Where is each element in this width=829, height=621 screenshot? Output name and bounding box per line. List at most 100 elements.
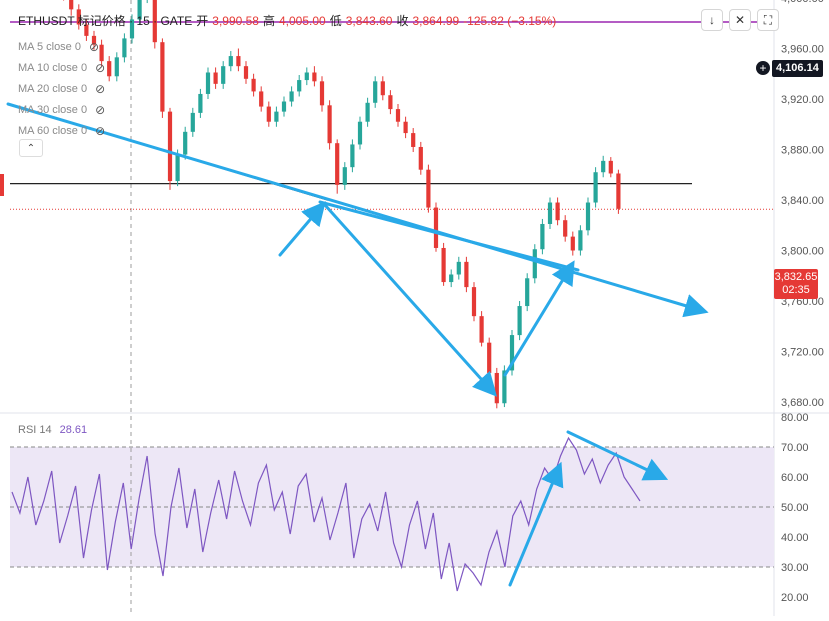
candle-body [456,261,461,275]
ma-legend-row[interactable]: MA 5 close 0 ⊘ [18,36,105,57]
ma-legend-row[interactable]: MA 60 close 0 ⊘ [18,120,105,141]
rsi-line [11,436,641,592]
candle-body [487,342,492,373]
open-value: 3,990.58 [212,13,259,28]
candle-body [433,207,439,248]
candle-body [464,261,469,288]
close-icon[interactable]: ✕ [729,9,751,31]
rsi-tick-label: 30.00 [781,562,809,574]
downswing-arrow [323,203,498,397]
candle-body [152,0,157,43]
downtrend-line-arrow [6,102,709,318]
price-tick-label: 3,720.00 [781,347,824,359]
open-label: 开 [196,14,209,28]
candle-body [137,0,142,20]
candle-body [243,66,249,79]
price-tick-label: 3,880.00 [781,145,824,157]
candle-body [84,24,89,36]
candle-body [471,287,477,317]
candle-body [304,72,309,81]
rsi-divergence-arrow [566,430,669,481]
candle-body [365,102,370,122]
plus-icon[interactable]: + [756,61,770,75]
candle-body [509,335,515,371]
candle-body [403,121,408,134]
candle-body [616,173,621,209]
current-price-tag: 3,832.65 02:35 [774,269,818,299]
candle-body [122,38,127,58]
candle-body [221,66,226,84]
candle-body [373,81,378,103]
ma-legend-label: MA 60 close 0 [18,124,88,137]
candle-body [114,57,119,77]
candle-body [357,121,363,145]
candle-body [205,72,211,94]
horizontal-line-price-tag: 4,106.14 [772,60,823,77]
eye-off-icon[interactable]: ⊘ [95,81,106,96]
rsi-label: RSI 14 [18,424,52,436]
eye-off-icon[interactable]: ⊘ [88,39,100,54]
trend-segment [318,200,580,272]
symbol-title: ETHUSDT 标记价格 · 15 · GATE [18,14,193,28]
candle-body [266,106,271,122]
ma-legend-row[interactable]: MA 20 close 0 ⊘ [18,78,105,99]
price-tick-label: 3,800.00 [781,246,824,258]
current-price: 3,832.65 [774,271,818,283]
candle-body [281,101,287,112]
rsi-value: 28.61 [59,424,88,436]
candle-body [502,370,507,404]
ma-legend-row[interactable]: MA 10 close 0 ⊘ [18,57,105,78]
candle-body [236,56,241,67]
candle-body [213,72,218,84]
recovery-arrow [503,260,575,377]
ma-legend-label: MA 30 close 0 [18,103,88,116]
rsi-tick-label: 40.00 [781,532,809,544]
low-label: 低 [329,14,342,28]
low-value: 3,843.60 [345,13,393,28]
price-tick-label: 3,760.00 [781,296,824,308]
candle-body [342,167,347,185]
price-tick-label: 3,680.00 [781,397,824,409]
candle-body [388,95,393,110]
candle-body [167,111,173,182]
candle-body [335,143,340,185]
candle-body [540,223,545,250]
candle-body [297,80,302,92]
rsi-tick-label: 20.00 [781,592,809,604]
fullscreen-icon[interactable]: ⛶ [757,9,779,31]
candle-body [69,0,74,10]
change-value: -125.82 (−3.15%) [463,13,557,28]
eye-off-icon[interactable]: ⊘ [95,123,106,138]
candle-body [350,144,355,168]
candle-body [441,247,446,283]
candle-body [494,372,499,404]
candle-body [274,111,279,122]
ma-legend-row[interactable]: MA 30 close 0 ⊘ [18,99,105,120]
candle-body [99,44,104,62]
download-icon[interactable]: ↓ [701,9,723,31]
eye-off-icon[interactable]: ⊘ [95,102,106,117]
candle-body [593,172,598,203]
candle-body [91,35,97,45]
candle-body [175,154,180,182]
rsi-legend[interactable]: RSI 14 28.61 [18,424,87,436]
chart-toolbar: ↓ ✕ ⛶ [701,9,779,31]
candle-body [426,169,431,208]
chart-header: ETHUSDT 标记价格 · 15 · GATE 开 3,990.58 高 4,00… [18,12,556,29]
candle-body [570,236,575,251]
candle-body [76,9,81,25]
candle-body [601,160,606,173]
candle-body [259,91,264,107]
chevron-up-icon[interactable]: ⌃ [19,139,43,157]
ma-legend-label: MA 10 close 0 [18,61,88,74]
price-tick-label: 3,840.00 [781,195,824,207]
candle-body [411,133,416,147]
candle-body [517,306,522,336]
eye-off-icon[interactable]: ⊘ [95,60,106,75]
candle-body [228,56,233,67]
candle-body [525,278,530,307]
candle-body [380,81,385,96]
candle-body [319,81,325,106]
